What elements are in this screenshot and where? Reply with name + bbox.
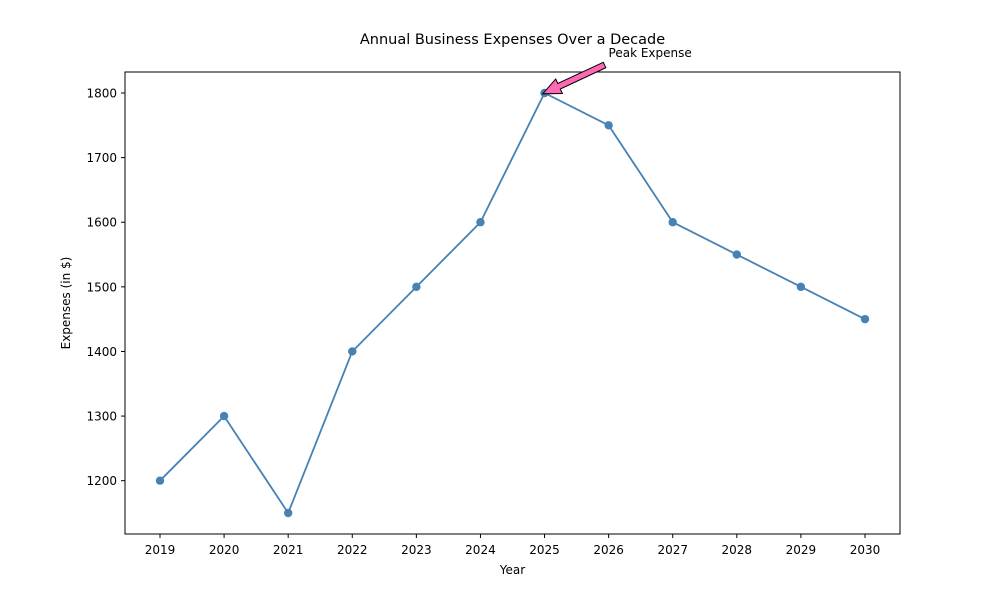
annotation-arrow: [541, 61, 607, 95]
plot-area-frame: [124, 71, 901, 535]
data-point: [348, 347, 357, 356]
x-axis-ticks: 2019 2020 2021 2022 2023 2024 2025 2026 2027 2028…: [145, 534, 881, 557]
chart-title: Annual Business Expenses Over a Decade: [360, 32, 665, 48]
data-point: [796, 282, 806, 292]
y-tick-label: 1400: [86, 345, 117, 359]
y-axis-ticks: 1200 1300 1400 1500 1600 1700 1800: [86, 87, 125, 488]
x-tick-label: 2023: [401, 543, 432, 557]
data-point: [283, 508, 293, 518]
x-tick-label: 2022: [337, 543, 368, 557]
x-axis-label: Year: [499, 563, 525, 577]
data-point: [668, 218, 677, 227]
x-tick-label: 2025: [529, 543, 560, 557]
y-tick-label: 1600: [86, 216, 117, 230]
x-tick-label: 2020: [209, 543, 240, 557]
x-tick-label: 2024: [465, 543, 496, 557]
series-group: [155, 88, 870, 518]
y-tick-label: 1200: [86, 474, 117, 488]
y-axis-label: Expenses (in $): [59, 257, 73, 350]
y-tick-label: 1800: [86, 87, 117, 101]
data-point: [219, 411, 229, 421]
x-tick-label: 2019: [145, 543, 176, 557]
x-tick-label: 2026: [593, 543, 624, 557]
data-point: [604, 121, 613, 130]
series-line: [159, 92, 866, 514]
y-tick-label: 1700: [86, 151, 117, 165]
x-tick-label: 2021: [273, 543, 304, 557]
data-point: [412, 282, 421, 292]
x-tick-label: 2030: [850, 543, 881, 557]
x-tick-label: 2027: [657, 543, 688, 557]
y-tick-label: 1500: [86, 280, 117, 294]
data-point: [860, 314, 870, 324]
data-point: [732, 250, 742, 259]
data-point: [155, 476, 165, 485]
y-tick-label: 1300: [86, 410, 117, 424]
x-tick-label: 2028: [722, 543, 753, 557]
x-tick-label: 2029: [786, 543, 817, 557]
annotation-text: Peak Expense: [609, 46, 692, 60]
data-point: [476, 218, 485, 227]
peak-annotation: Peak Expense: [541, 46, 692, 95]
